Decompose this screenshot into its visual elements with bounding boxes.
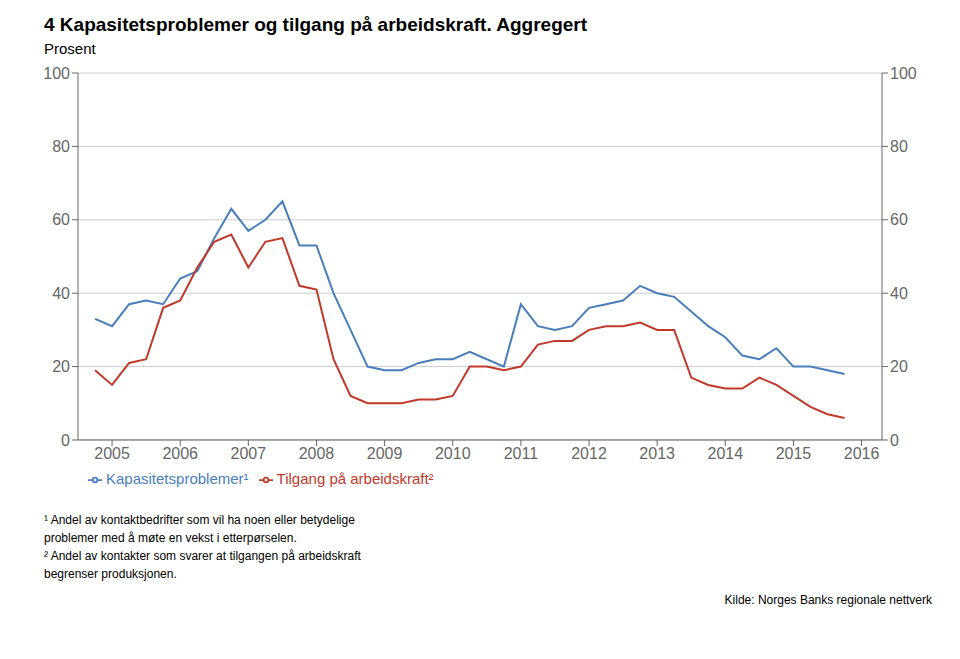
svg-text:2014: 2014 [707, 445, 743, 462]
svg-text:0: 0 [890, 432, 899, 449]
svg-text:2009: 2009 [367, 445, 403, 462]
svg-text:20: 20 [890, 358, 908, 375]
html-text:Prosent: Prosent [44, 40, 96, 57]
html-text:Kilde: Norges Banks regionale: Kilde: Norges Banks regionale nettverk [724, 593, 932, 607]
html-text:4 Kapasitetsproblemer og tilga: 4 Kapasitetsproblemer og tilgang på arbe… [44, 14, 587, 35]
svg-text:2008: 2008 [299, 445, 335, 462]
svg-text:60: 60 [52, 211, 70, 228]
svg-text:80: 80 [890, 138, 908, 155]
svg-text:2010: 2010 [435, 445, 471, 462]
svg-text:2015: 2015 [776, 445, 812, 462]
svg-text:2011: 2011 [504, 445, 539, 462]
html-text:² Andel av kontakter som svare: ² Andel av kontakter som svarer at tilga… [44, 549, 361, 563]
svg-text:60: 60 [890, 211, 908, 228]
svg-text:2007: 2007 [231, 445, 267, 462]
svg-text:2013: 2013 [639, 445, 675, 462]
svg-text:20: 20 [52, 358, 70, 375]
svg-text:100: 100 [43, 65, 70, 82]
html-text:¹ Andel av kontaktbedrifter so: ¹ Andel av kontaktbedrifter som vil ha n… [44, 513, 355, 527]
html-text:problemer med å møte en vekst: problemer med å møte en vekst i etterpør… [44, 531, 297, 545]
html-text:begrenser produksjonen.: begrenser produksjonen. [44, 567, 177, 581]
svg-text:2006: 2006 [162, 445, 198, 462]
svg-text:80: 80 [52, 138, 70, 155]
html-text:Kapasitetsproblemer¹: Kapasitetsproblemer¹ [106, 470, 249, 487]
svg-text:40: 40 [890, 285, 908, 302]
svg-text:2016: 2016 [844, 445, 880, 462]
html-text:Tilgang på arbeidskraft²: Tilgang på arbeidskraft² [276, 470, 434, 487]
svg-text:100: 100 [890, 65, 917, 82]
svg-text:40: 40 [52, 285, 70, 302]
svg-text:2005: 2005 [94, 445, 130, 462]
svg-text:0: 0 [61, 432, 70, 449]
svg-text:2012: 2012 [571, 445, 607, 462]
